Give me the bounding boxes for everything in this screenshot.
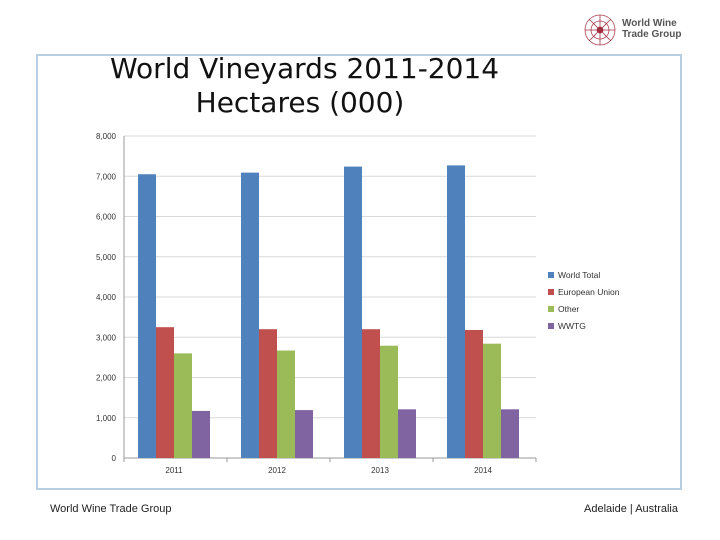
bar-world-total-2013 (344, 166, 362, 458)
bar-european-union-2011 (156, 327, 174, 458)
footer-organization: World Wine Trade Group (50, 503, 172, 515)
bar-other-2013 (380, 345, 398, 458)
x-tick-label: 2013 (371, 466, 389, 475)
bar-wwtg-2011 (192, 410, 210, 458)
title-line-1: World Vineyards 2011-2014 (110, 52, 500, 85)
logo-line-2: Trade Group (622, 29, 682, 40)
y-tick-label: 4,000 (96, 293, 117, 302)
y-tick-label: 3,000 (96, 333, 117, 342)
x-tick-label: 2011 (165, 466, 183, 475)
x-tick-label: 2014 (474, 466, 492, 475)
legend-swatch (548, 272, 554, 278)
title-line-2: Hectares (000) (195, 86, 405, 119)
bar-world-total-2011 (138, 174, 156, 459)
logo-text: World Wine Trade Group (622, 18, 681, 40)
wwtg-logo-icon (584, 14, 616, 46)
y-tick-label: 5,000 (96, 253, 117, 262)
logo-line-1: World Wine (622, 18, 677, 29)
legend-swatch (548, 306, 554, 312)
y-tick-label: 7,000 (96, 172, 117, 181)
slide-frame (36, 54, 682, 490)
bar-european-union-2013 (362, 329, 380, 458)
legend-label: WWTG (558, 321, 586, 331)
y-tick-label: 6,000 (96, 213, 117, 222)
slide-title: World Vineyards 2011-2014 Hectares (000) (110, 52, 500, 120)
legend-label: European Union (558, 287, 620, 297)
legend-label: Other (558, 304, 579, 314)
footer-location: Adelaide | Australia (584, 503, 678, 515)
bar-wwtg-2013 (398, 409, 416, 458)
y-tick-label: 2,000 (96, 374, 117, 383)
bar-other-2014 (483, 343, 501, 458)
y-tick-label: 0 (112, 454, 117, 463)
bar-other-2012 (277, 350, 295, 458)
bar-european-union-2014 (465, 330, 483, 458)
legend-swatch (548, 289, 554, 295)
x-tick-label: 2012 (268, 466, 286, 475)
y-tick-label: 1,000 (96, 414, 117, 423)
legend-swatch (548, 323, 554, 329)
bar-world-total-2012 (241, 172, 259, 458)
bar-wwtg-2012 (295, 410, 313, 458)
y-tick-label: 8,000 (96, 132, 117, 141)
bar-wwtg-2014 (501, 409, 519, 458)
legend-label: World Total (558, 270, 600, 280)
bar-world-total-2014 (447, 165, 465, 458)
bar-other-2011 (174, 353, 192, 458)
bar-european-union-2012 (259, 329, 277, 458)
